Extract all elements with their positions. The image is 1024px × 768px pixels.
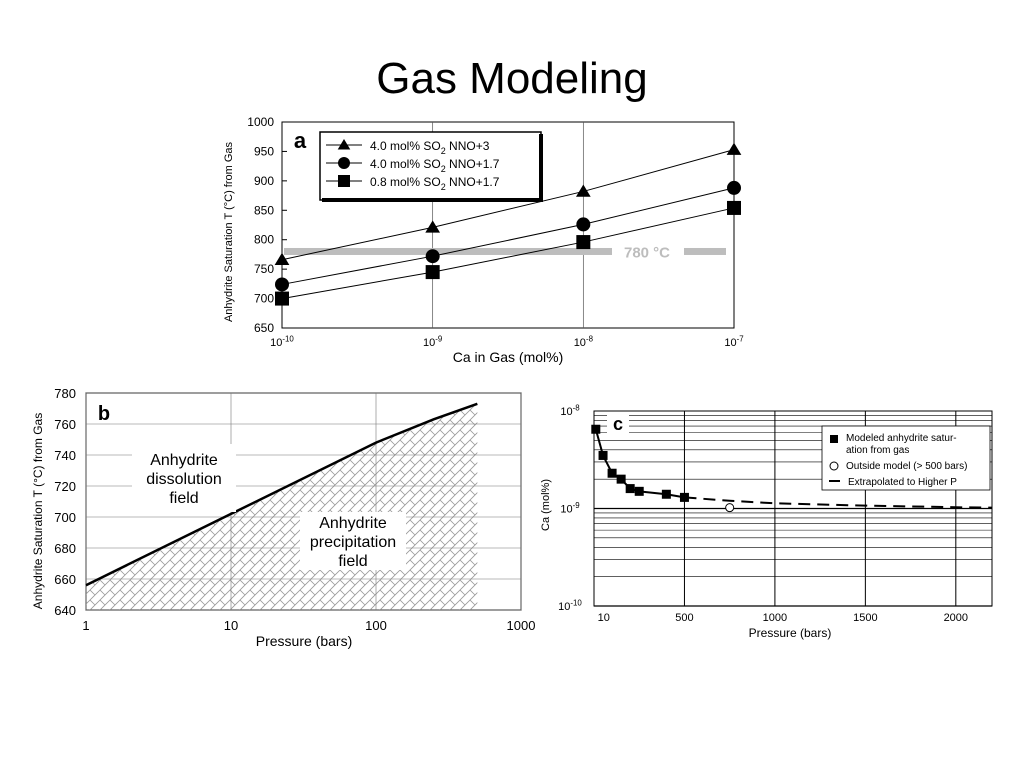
panel-a-series-line xyxy=(281,187,735,285)
panel-b-y-tick-label: 640 xyxy=(54,603,76,618)
panel-b-y-tick-label: 660 xyxy=(54,572,76,587)
panel-a-point xyxy=(576,235,591,250)
dissolution-label: Anhydrite xyxy=(150,452,218,469)
panel-a-x-tick-label: 10-9 xyxy=(423,335,443,349)
panel-a-letter: a xyxy=(294,128,307,153)
saturation-curve xyxy=(85,402,478,587)
panel-b-x-tick-label: 1 xyxy=(82,618,89,633)
panel-a-point xyxy=(575,184,591,197)
panel-b-y-tick-label: 780 xyxy=(54,386,76,401)
panel-c-x-tick-label: 2000 xyxy=(944,612,968,624)
extrapolated-line xyxy=(684,496,993,509)
panel-b-y-axis-label: Anhydrite Saturation T (°C) from Gas xyxy=(31,413,45,609)
panel-b-x-tick-label: 10 xyxy=(224,618,238,633)
modeled-point xyxy=(625,484,635,494)
panel-a-point xyxy=(274,252,290,265)
panel-c-x-tick-label: 1000 xyxy=(763,612,787,624)
panel-c-y-tick-label: 10-9 xyxy=(560,501,580,515)
reference-line-780 xyxy=(284,247,726,255)
panel-b-letter: b xyxy=(98,403,110,425)
panel-a-y-axis-label: Anhydrite Saturation T (°C) from Gas xyxy=(223,141,235,322)
panel-a-x-tick-label: 10-8 xyxy=(574,335,594,349)
panel-b-x-tick-label: 1000 xyxy=(507,618,536,633)
panel-a-legend-shadow xyxy=(322,198,543,202)
modeled-point xyxy=(607,468,617,478)
panel-c-x-tick-label: 1500 xyxy=(853,612,877,624)
panel-a-point xyxy=(425,220,441,233)
precipitation-label: precipitation xyxy=(310,534,396,551)
precipitation-label: Anhydrite xyxy=(319,515,387,532)
modeled-point xyxy=(634,486,644,496)
panel-a-point xyxy=(425,249,440,264)
panel-b-y-tick-label: 720 xyxy=(54,479,76,494)
modeled-point xyxy=(661,489,671,499)
dissolution-label: dissolution xyxy=(146,471,222,488)
panel-a-y-tick-label: 950 xyxy=(254,144,274,158)
panel-a-y-tick-label: 750 xyxy=(254,262,274,276)
panel-a-legend-label: 4.0 mol% SO2 NNO+3 xyxy=(370,139,490,156)
panel-c-legend-label: Modeled anhydrite satur- xyxy=(846,433,957,444)
panel-c-x-tick-label: 10 xyxy=(598,612,610,624)
panel-a-point xyxy=(275,277,289,292)
panel-b-y-tick-label: 740 xyxy=(54,448,76,463)
panel-a-series-line xyxy=(281,149,735,261)
dissolution-label: field xyxy=(169,490,198,507)
modeled-point xyxy=(591,424,601,434)
panel-a-x-axis-label: Ca in Gas (mol%) xyxy=(453,349,563,365)
precipitation-label-bg xyxy=(300,512,406,570)
panel-c-legend-label: Outside model (> 500 bars) xyxy=(846,461,967,472)
panel-a-point xyxy=(576,217,591,232)
panel-c-letter: c xyxy=(613,414,623,434)
panel-a-point xyxy=(726,142,742,155)
panel-c-letter-bg xyxy=(607,413,629,433)
slide-title: Gas Modeling xyxy=(376,54,648,103)
panel-c-legend-marker xyxy=(829,461,839,471)
panel-b-y-tick-label: 700 xyxy=(54,510,76,525)
panel-c-x-tick-label: 500 xyxy=(675,612,693,624)
precipitation-label: field xyxy=(338,553,367,570)
modeled-point xyxy=(616,474,626,484)
panel-a-y-tick-label: 1000 xyxy=(247,115,274,129)
panel-a-legend-marker xyxy=(338,175,350,187)
panel-c-legend-label: Extrapolated to Higher P xyxy=(848,477,957,488)
panel-c-legend xyxy=(821,425,991,491)
reference-label-bg xyxy=(612,242,684,261)
panel-a-x-tick-label: 10-10 xyxy=(270,335,294,349)
dissolution-label-bg xyxy=(132,444,236,512)
outside-model-point xyxy=(725,503,735,513)
panel-a-point xyxy=(275,291,289,306)
panel-a-legend-marker xyxy=(338,157,350,169)
panel-a-legend-label: 0.8 mol% SO2 NNO+1.7 xyxy=(370,175,500,192)
panel-a-y-tick-label: 800 xyxy=(254,233,274,247)
panel-b-y-tick-label: 760 xyxy=(54,417,76,432)
panel-a-y-tick-label: 700 xyxy=(254,292,274,306)
panel-a-legend-label: 4.0 mol% SO2 NNO+1.7 xyxy=(370,157,500,174)
panel-b-y-tick-label: 680 xyxy=(54,541,76,556)
panel-a-point xyxy=(727,180,741,195)
panel-a-point xyxy=(425,265,440,280)
panel-c-legend-label: ation from gas xyxy=(846,445,909,456)
panel-c-legend-marker xyxy=(830,435,838,443)
panel-b-x-axis-label: Pressure (bars) xyxy=(256,633,352,649)
panel-c-x-axis-label: Pressure (bars) xyxy=(749,626,832,640)
panel-c-y-tick-label: 10-10 xyxy=(558,599,582,613)
panel-a-y-tick-label: 650 xyxy=(254,321,274,335)
panel-a-point xyxy=(727,200,741,215)
panel-a-legend-marker xyxy=(337,139,351,150)
reference-label: 780 °C xyxy=(624,244,670,261)
panel-c-y-tick-label: 10-8 xyxy=(560,404,580,418)
modeled-point xyxy=(598,450,608,460)
panel-a-legend-shadow xyxy=(539,134,543,202)
panel-a-series-line xyxy=(281,207,735,300)
panel-a-x-tick-label: 10-7 xyxy=(724,335,743,349)
panel-b-x-tick-label: 100 xyxy=(365,618,387,633)
modeled-point xyxy=(679,492,689,502)
panel-a-y-tick-label: 850 xyxy=(254,203,274,217)
panel-a-y-tick-label: 900 xyxy=(254,174,274,188)
panel-c-y-axis-label: Ca (mol%) xyxy=(540,479,552,531)
